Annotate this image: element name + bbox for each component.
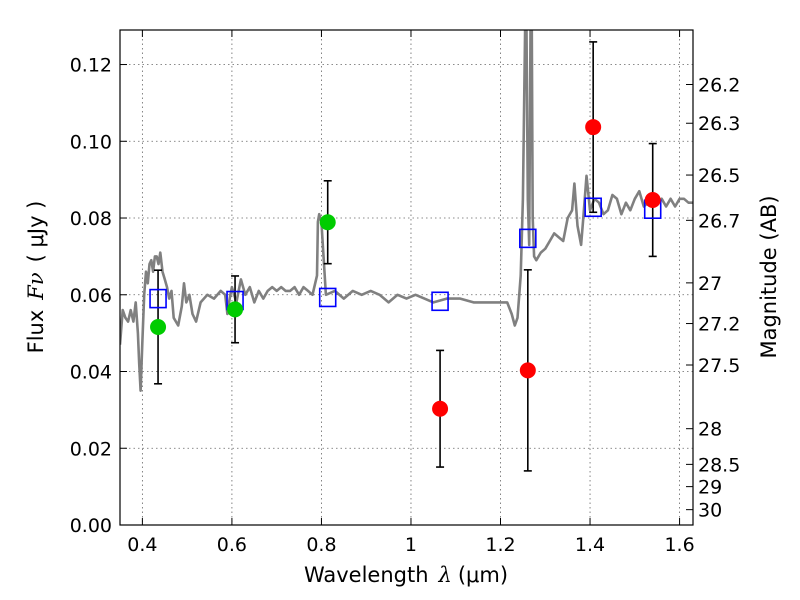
spectrum-layer	[120, 30, 693, 392]
y2-tick-label: 26.3	[698, 113, 740, 135]
y2-tick-label: 28.5	[698, 454, 740, 476]
y-tick-label: 0.00	[70, 515, 112, 537]
data-point	[519, 362, 536, 379]
plot-frame	[119, 29, 694, 526]
data-point	[585, 119, 602, 136]
tick-marks	[120, 30, 693, 526]
spectrum-line	[120, 30, 693, 392]
y-axis-label: FluxFν( μJy )	[24, 201, 48, 354]
model-square-marker	[431, 291, 449, 312]
y2-tick-label: 28	[698, 419, 722, 441]
model-square-marker	[584, 197, 602, 218]
y-tick-label: 0.06	[70, 285, 112, 307]
y-tick-label: 0.10	[70, 131, 112, 153]
errorbar-layer	[154, 41, 657, 472]
x-tick-label: 1.2	[485, 534, 515, 556]
x-tick-label: 1.6	[664, 534, 694, 556]
y-tick-label: 0.08	[70, 208, 112, 230]
data-point	[227, 301, 244, 318]
grid	[120, 30, 693, 526]
y2-tick-label: 27.5	[698, 355, 740, 377]
model-square-marker	[519, 228, 537, 249]
y-tick-label: 0.12	[70, 55, 112, 77]
x-tick-label: 0.6	[217, 534, 247, 556]
tick-labels: 0.4 0.6 0.8 1 1.2 1.4 1.6 0.00 0.02 0.04 0.06 0.08 0…	[70, 55, 741, 556]
x-axis-label: Wavelength λ (μm)	[304, 563, 508, 587]
data-point	[150, 319, 167, 335]
x-tick-label: 1.4	[575, 534, 605, 556]
y2-tick-label: 26.7	[698, 210, 740, 232]
marker-layer	[149, 119, 662, 417]
y2-tick-label: 26.2	[698, 74, 740, 96]
y2-tick-label: 29	[698, 477, 722, 499]
y2-axis-label: Magnitude (AB)	[757, 195, 781, 358]
data-point	[432, 400, 449, 417]
x-tick-label: 0.4	[127, 534, 157, 556]
x-tick-label: 0.8	[306, 534, 336, 556]
y2-tick-label: 27.2	[698, 314, 740, 336]
data-point	[644, 191, 661, 208]
y2-tick-label: 30	[698, 500, 722, 522]
model-square-marker	[149, 288, 167, 309]
y-tick-label: 0.04	[70, 362, 112, 384]
data-point	[319, 214, 336, 231]
y2-tick-label: 27	[698, 273, 722, 295]
x-tick-label: 1	[405, 534, 417, 556]
y-tick-label: 0.02	[70, 438, 112, 460]
model-square-marker	[318, 287, 337, 308]
y2-tick-label: 26.5	[698, 165, 740, 187]
